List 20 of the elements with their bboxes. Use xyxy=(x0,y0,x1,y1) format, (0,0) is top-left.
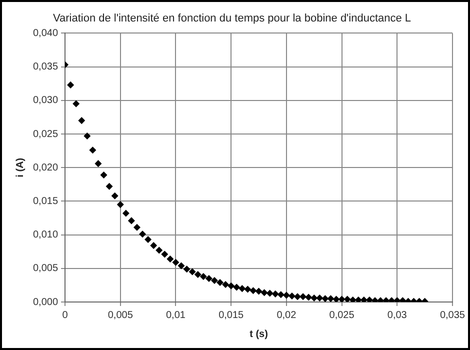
y-tick-label: 0,000 xyxy=(32,296,58,308)
x-tick-label: 0,035 xyxy=(440,310,466,321)
x-axis-title: t (s) xyxy=(250,328,268,340)
chart-title: Variation de l'intensité en fonction du temps pour la bobine d'inductance L xyxy=(52,12,412,25)
y-tick-label: 0,010 xyxy=(32,230,58,241)
y-tick-label: 0,015 xyxy=(32,196,58,207)
y-tick-label: 0,040 xyxy=(32,28,58,39)
x-tick-label: 0 xyxy=(62,310,68,321)
x-tick-label: 0,03 xyxy=(387,310,408,321)
y-tick-label: 0,020 xyxy=(32,162,58,174)
y-tick-label: 0,005 xyxy=(32,263,58,274)
x-tick-label: 0,005 xyxy=(108,310,134,321)
x-tick-label: 0,01 xyxy=(166,310,186,321)
x-tick-label: 0,02 xyxy=(276,310,297,321)
x-tick-label: 0,015 xyxy=(218,310,244,321)
y-tick-label: 0,030 xyxy=(32,95,58,106)
y-axis-title: i (A) xyxy=(14,158,26,178)
y-tick-label: 0,025 xyxy=(32,128,58,140)
y-tick-label: 0,035 xyxy=(32,62,58,73)
x-tick-label: 0,025 xyxy=(329,310,355,321)
